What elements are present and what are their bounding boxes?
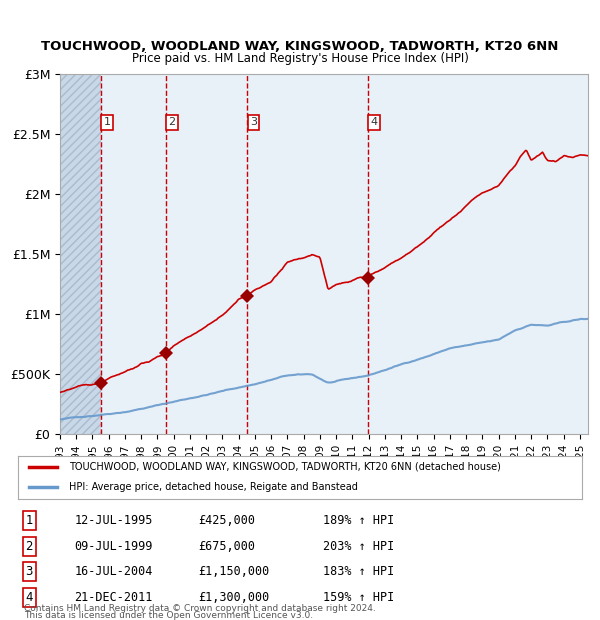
Text: £675,000: £675,000 [199,539,256,552]
Text: 4: 4 [371,117,378,127]
Text: 159% ↑ HPI: 159% ↑ HPI [323,591,394,604]
Text: Price paid vs. HM Land Registry's House Price Index (HPI): Price paid vs. HM Land Registry's House … [131,53,469,65]
Text: £1,300,000: £1,300,000 [199,591,270,604]
Bar [101,74,588,434]
Text: 1: 1 [104,117,111,127]
Text: 21-DEC-2011: 21-DEC-2011 [74,591,153,604]
Text: 183% ↑ HPI: 183% ↑ HPI [323,565,394,578]
Text: 1: 1 [26,514,33,527]
Text: 2: 2 [26,539,33,552]
Bar [60,74,101,434]
Text: £1,150,000: £1,150,000 [199,565,270,578]
Text: TOUCHWOOD, WOODLAND WAY, KINGSWOOD, TADWORTH, KT20 6NN: TOUCHWOOD, WOODLAND WAY, KINGSWOOD, TADW… [41,40,559,53]
Text: 189% ↑ HPI: 189% ↑ HPI [323,514,394,527]
Text: 3: 3 [250,117,257,127]
Text: 3: 3 [26,565,33,578]
Text: 12-JUL-1995: 12-JUL-1995 [74,514,153,527]
Text: 16-JUL-2004: 16-JUL-2004 [74,565,153,578]
Text: This data is licensed under the Open Government Licence v3.0.: This data is licensed under the Open Gov… [24,611,313,620]
Text: 203% ↑ HPI: 203% ↑ HPI [323,539,394,552]
Text: HPI: Average price, detached house, Reigate and Banstead: HPI: Average price, detached house, Reig… [69,482,358,492]
Text: 2: 2 [169,117,175,127]
Text: Contains HM Land Registry data © Crown copyright and database right 2024.: Contains HM Land Registry data © Crown c… [24,604,376,613]
Text: 4: 4 [26,591,33,604]
Text: 09-JUL-1999: 09-JUL-1999 [74,539,153,552]
Text: TOUCHWOOD, WOODLAND WAY, KINGSWOOD, TADWORTH, KT20 6NN (detached house): TOUCHWOOD, WOODLAND WAY, KINGSWOOD, TADW… [69,461,500,472]
Text: £425,000: £425,000 [199,514,256,527]
